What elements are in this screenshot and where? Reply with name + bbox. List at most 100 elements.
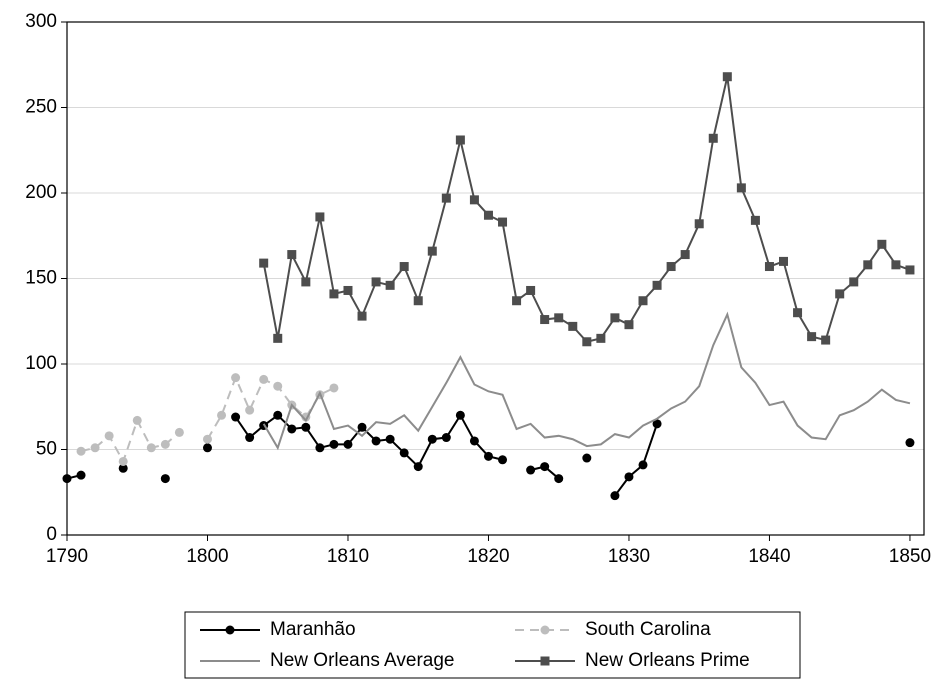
marker — [568, 321, 578, 331]
marker — [483, 451, 493, 461]
marker — [905, 265, 915, 275]
marker — [427, 434, 437, 444]
marker — [118, 456, 128, 466]
marker — [455, 135, 465, 145]
marker — [413, 462, 423, 472]
x-tick-label: 1830 — [608, 546, 650, 567]
marker — [371, 277, 381, 287]
y-tick-label: 50 — [36, 439, 57, 460]
marker — [863, 260, 873, 270]
marker — [877, 239, 887, 249]
marker — [610, 491, 620, 501]
marker — [259, 258, 269, 268]
marker — [708, 133, 718, 143]
legend-label: South Carolina — [585, 619, 711, 640]
marker — [245, 433, 255, 443]
series-line — [262, 76, 911, 343]
marker — [891, 260, 901, 270]
marker — [554, 313, 564, 323]
x-tick-label: 1840 — [748, 546, 790, 567]
marker — [722, 72, 732, 82]
marker — [427, 246, 437, 256]
marker — [202, 443, 212, 453]
legend-label: Maranhão — [270, 619, 356, 640]
marker — [905, 438, 915, 448]
marker — [343, 285, 353, 295]
x-tick-label: 1850 — [889, 546, 931, 567]
marker — [385, 280, 395, 290]
marker — [132, 415, 142, 425]
marker — [666, 262, 676, 272]
marker — [624, 320, 634, 330]
y-tick-label: 100 — [25, 353, 57, 374]
marker — [793, 308, 803, 318]
marker — [287, 424, 297, 434]
marker — [540, 462, 550, 472]
marker — [104, 431, 114, 441]
legend-marker — [225, 625, 235, 635]
marker — [624, 472, 634, 482]
marker — [76, 470, 86, 480]
y-tick-label: 150 — [25, 268, 57, 289]
marker — [526, 465, 536, 475]
marker — [483, 210, 493, 220]
marker — [399, 448, 409, 458]
marker — [273, 381, 283, 391]
marker — [807, 332, 817, 342]
marker — [174, 427, 184, 437]
marker — [231, 412, 241, 422]
marker — [329, 439, 339, 449]
marker — [287, 250, 297, 260]
legend-box — [184, 611, 801, 679]
marker — [399, 262, 409, 272]
marker — [315, 212, 325, 222]
marker — [231, 373, 241, 383]
marker — [512, 296, 522, 306]
marker — [301, 277, 311, 287]
marker — [498, 455, 508, 465]
x-tick-label: 1820 — [467, 546, 509, 567]
marker — [736, 183, 746, 193]
marker — [835, 289, 845, 299]
marker — [469, 195, 479, 205]
y-tick-label: 200 — [25, 182, 57, 203]
legend-label: New Orleans Average — [270, 650, 454, 671]
marker — [821, 335, 831, 345]
series-line — [262, 311, 911, 451]
legend-label: New Orleans Prime — [585, 650, 750, 671]
marker — [526, 285, 536, 295]
marker — [371, 436, 381, 446]
marker — [582, 453, 592, 463]
marker — [413, 296, 423, 306]
marker — [273, 410, 283, 420]
y-tick-label: 250 — [25, 97, 57, 118]
marker — [90, 443, 100, 453]
marker — [160, 474, 170, 484]
marker — [849, 277, 859, 287]
marker — [217, 410, 227, 420]
marker — [750, 215, 760, 225]
legend: Maranhão South Carolina New Orleans Averag… — [184, 611, 801, 679]
x-tick-label: 1800 — [186, 546, 228, 567]
marker — [118, 463, 128, 473]
marker — [76, 446, 86, 456]
marker — [469, 436, 479, 446]
marker — [540, 315, 550, 325]
marker — [343, 439, 353, 449]
marker — [596, 333, 606, 343]
marker — [273, 333, 283, 343]
marker — [652, 419, 662, 429]
marker — [638, 296, 648, 306]
marker — [455, 410, 465, 420]
marker — [779, 256, 789, 266]
marker — [357, 311, 367, 321]
marker — [498, 217, 508, 227]
plot-frame — [66, 21, 925, 536]
x-tick-label: 1810 — [327, 546, 369, 567]
marker — [329, 289, 339, 299]
marker — [62, 474, 72, 484]
marker — [610, 313, 620, 323]
marker — [146, 443, 156, 453]
marker — [301, 422, 311, 432]
